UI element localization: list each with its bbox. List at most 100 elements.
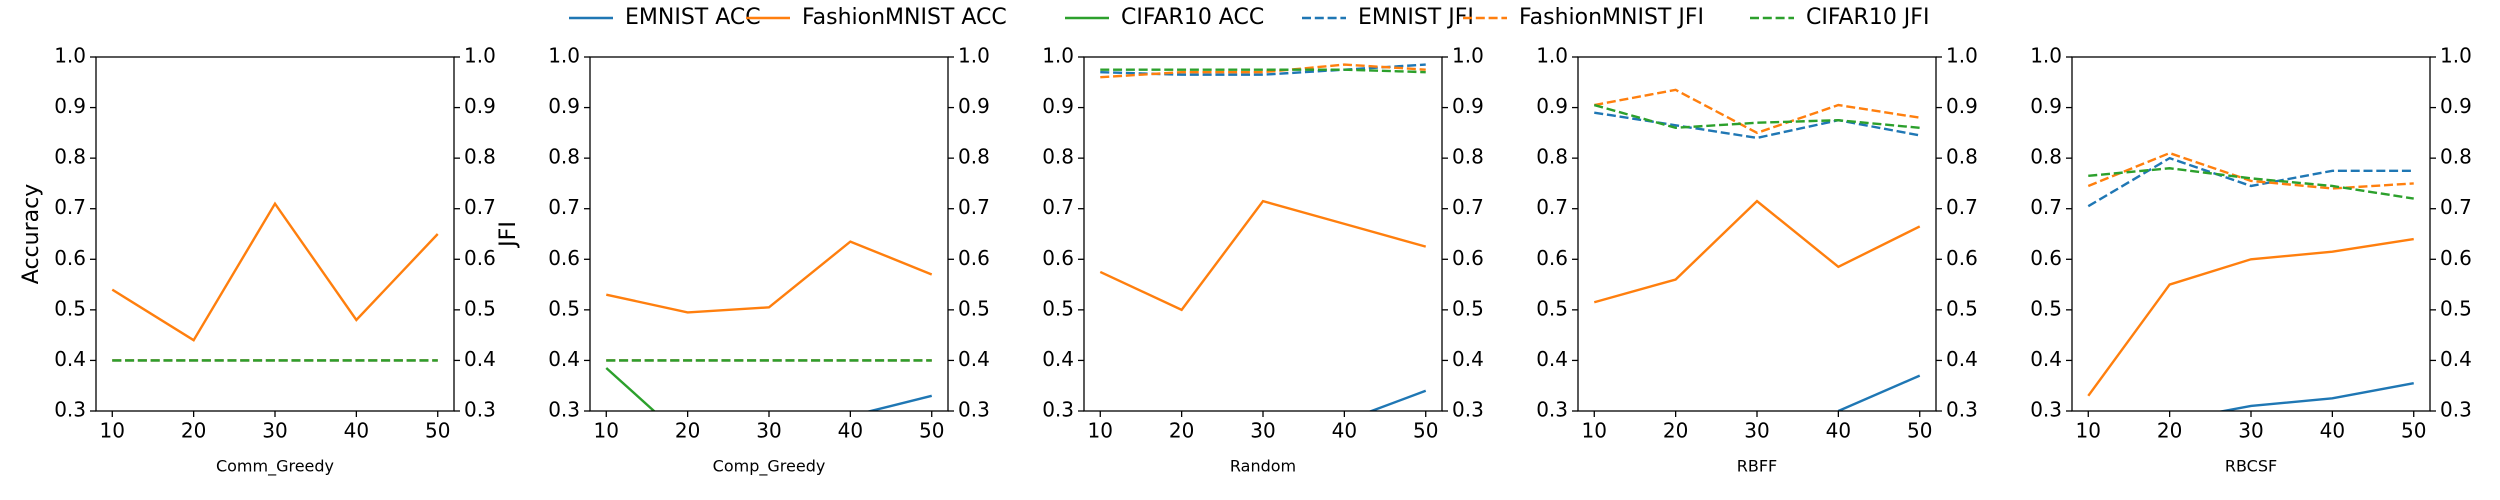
y-tick-label: 0.7 bbox=[54, 195, 86, 219]
y2-tick-label: 0.3 bbox=[464, 398, 496, 422]
subplot: 10 20 30 40 50 0.3 0.4 0.5 0.6 0.7 0.8 0.9 1.0 0.3 0.4… bbox=[2030, 44, 2472, 476]
plot-area bbox=[111, 201, 439, 362]
y-tick-label: 0.3 bbox=[548, 398, 580, 422]
y-tick-label: 1.0 bbox=[548, 44, 580, 68]
x-tick-label: 10 bbox=[1582, 419, 1607, 443]
y-tick-label: 0.7 bbox=[548, 195, 580, 219]
y-tick-label: 1.0 bbox=[54, 44, 86, 68]
y-tick-label: 0.3 bbox=[2030, 398, 2062, 422]
y-tick-label: 0.7 bbox=[1042, 195, 1074, 219]
y-tick-label: 0.4 bbox=[548, 347, 580, 371]
legend-label: FashionMNIST ACC bbox=[802, 5, 1007, 30]
axes-frame bbox=[1577, 56, 1937, 412]
x-tick-label: 40 bbox=[2320, 419, 2345, 443]
x-tick-label: 30 bbox=[262, 419, 287, 443]
y2-tick-label: 0.4 bbox=[1946, 347, 1978, 371]
y-tick-label: 0.8 bbox=[1536, 145, 1568, 169]
subplot: 10 20 30 40 50 0.3 0.4 0.5 0.6 0.7 0.8 0.9 1.0 0.3 0.4… bbox=[19, 44, 521, 477]
y2-tick-label: 1.0 bbox=[2440, 44, 2472, 68]
x-tick-label: 10 bbox=[594, 419, 619, 443]
x-axis-label: Comp_Greedy bbox=[713, 457, 826, 477]
y2-tick-label: 0.9 bbox=[958, 94, 990, 118]
y2-tick-label: 0.4 bbox=[1452, 347, 1484, 371]
axes-frame bbox=[1083, 56, 1443, 412]
y-tick-label: 0.9 bbox=[1042, 94, 1074, 118]
x-tick-label: 50 bbox=[425, 419, 450, 443]
y-tick-label: 0.7 bbox=[2030, 195, 2062, 219]
series-line bbox=[1593, 103, 1920, 130]
y2-tick-label: 0.3 bbox=[1452, 398, 1484, 422]
y2-tick-label: 0.9 bbox=[464, 94, 496, 118]
series-line bbox=[2217, 382, 2414, 411]
subplot: 10 20 30 40 50 0.3 0.4 0.5 0.6 0.7 0.8 0.9 1.0 0.3 0.4… bbox=[548, 44, 990, 477]
y2-tick-label: 0.5 bbox=[2440, 296, 2472, 320]
x-tick-label: 40 bbox=[344, 419, 369, 443]
x-axis-label: RBFF bbox=[1737, 457, 1778, 476]
y-tick-label: 0.6 bbox=[54, 246, 86, 270]
y-tick-label: 0.5 bbox=[2030, 296, 2062, 320]
x-tick-label: 30 bbox=[1744, 419, 1769, 443]
plot-area bbox=[605, 240, 933, 411]
legend-label: EMNIST JFI bbox=[1358, 5, 1474, 30]
axes-frame bbox=[2071, 56, 2431, 412]
legend-label: CIFAR10 JFI bbox=[1806, 5, 1929, 30]
y2-tick-label: 0.4 bbox=[2440, 347, 2472, 371]
x-tick-label: 20 bbox=[1663, 419, 1688, 443]
series-line bbox=[865, 394, 933, 411]
series-line bbox=[1837, 374, 1921, 411]
y-tick-label: 0.4 bbox=[1042, 347, 1074, 371]
x-tick-label: 20 bbox=[181, 419, 206, 443]
series-line bbox=[2087, 151, 2414, 190]
series-line bbox=[605, 367, 656, 411]
y2-tick-label: 0.5 bbox=[1946, 296, 1978, 320]
series-line bbox=[606, 240, 933, 314]
y2-tick-label: 1.0 bbox=[464, 44, 496, 68]
plot-area bbox=[2087, 151, 2414, 411]
y-tick-label: 0.4 bbox=[2030, 347, 2062, 371]
x-axis-label: Random bbox=[1230, 457, 1296, 476]
series-line bbox=[2087, 156, 2414, 208]
y2-tick-label: 0.8 bbox=[2440, 145, 2472, 169]
legend-label: FashionMNIST JFI bbox=[1519, 5, 1704, 30]
y-tick-label: 1.0 bbox=[1536, 44, 1568, 68]
y-tick-label: 0.5 bbox=[1042, 296, 1074, 320]
x-tick-label: 40 bbox=[838, 419, 863, 443]
series-line bbox=[111, 201, 439, 342]
plot-area bbox=[1099, 63, 1427, 411]
legend-label: CIFAR10 ACC bbox=[1121, 5, 1264, 30]
y-tick-label: 0.5 bbox=[548, 296, 580, 320]
y2-tick-label: 0.9 bbox=[1452, 94, 1484, 118]
y2-tick-label: 0.8 bbox=[464, 145, 496, 169]
y-tick-label: 0.3 bbox=[1042, 398, 1074, 422]
y2-tick-label: 0.9 bbox=[1946, 94, 1978, 118]
y-tick-label: 0.7 bbox=[1536, 195, 1568, 219]
y2-tick-label: 0.6 bbox=[464, 246, 496, 270]
series-line bbox=[1593, 199, 1921, 304]
y2-tick-label: 0.9 bbox=[2440, 94, 2472, 118]
subplot: 10 20 30 40 50 0.3 0.4 0.5 0.6 0.7 0.8 0.9 1.0 0.3 0.4… bbox=[1042, 44, 1484, 476]
series-line bbox=[2088, 167, 2414, 200]
y-tick-label: 0.6 bbox=[1042, 246, 1074, 270]
y-tick-label: 0.9 bbox=[2030, 94, 2062, 118]
series-line bbox=[1100, 63, 1426, 79]
y-axis-label: Accuracy bbox=[19, 184, 44, 284]
x-tick-label: 50 bbox=[1907, 419, 1932, 443]
y2-tick-label: 0.7 bbox=[464, 195, 496, 219]
y2-tick-label: 0.8 bbox=[1946, 145, 1978, 169]
y-tick-label: 0.8 bbox=[54, 145, 86, 169]
axes-frame bbox=[589, 56, 949, 412]
legend-label: EMNIST ACC bbox=[625, 5, 761, 30]
x-tick-label: 10 bbox=[1088, 419, 1113, 443]
x-tick-label: 20 bbox=[675, 419, 700, 443]
y2-tick-label: 0.6 bbox=[2440, 246, 2472, 270]
subplot: 10 20 30 40 50 0.3 0.4 0.5 0.6 0.7 0.8 0.9 1.0 0.3 0.4… bbox=[1536, 44, 1978, 476]
y2-tick-label: 0.5 bbox=[1452, 296, 1484, 320]
y2-tick-label: 0.8 bbox=[958, 145, 990, 169]
y2-tick-label: 0.4 bbox=[464, 347, 496, 371]
axes-frame bbox=[95, 56, 455, 412]
y-tick-label: 0.4 bbox=[54, 347, 86, 371]
y-tick-label: 0.3 bbox=[54, 398, 86, 422]
x-tick-label: 40 bbox=[1826, 419, 1851, 443]
y2-tick-label: 1.0 bbox=[1946, 44, 1978, 68]
